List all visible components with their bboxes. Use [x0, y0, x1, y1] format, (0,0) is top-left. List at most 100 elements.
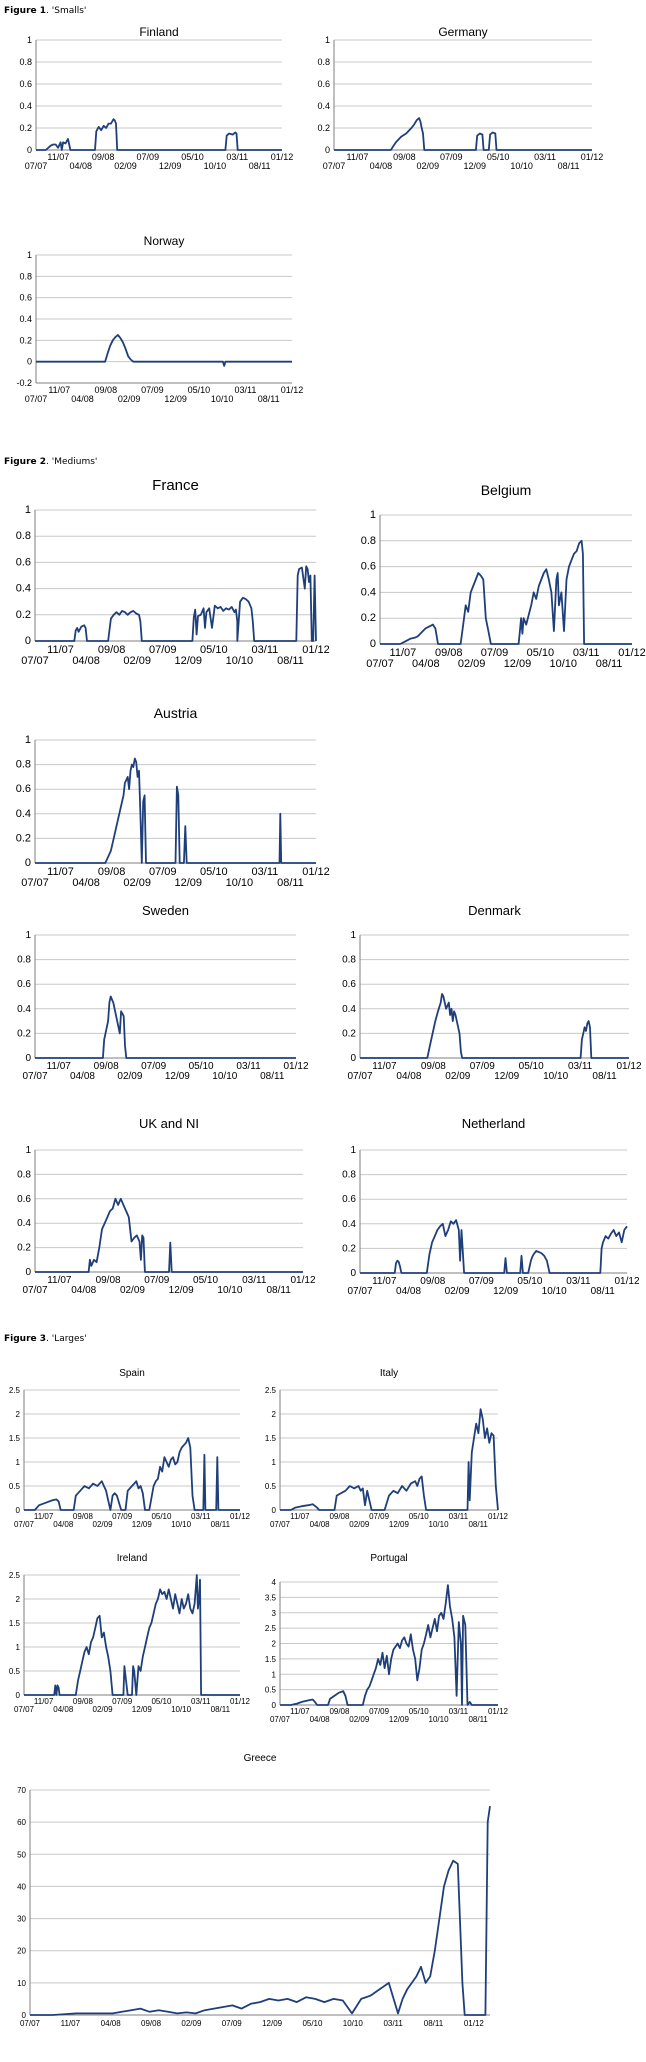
y-tick-label: 3.5 [265, 1593, 277, 1602]
x-tick-label-lower: 10/10 [429, 1715, 450, 1724]
y-tick-label: 0.6 [19, 293, 32, 303]
y-tick-label: 0.4 [16, 808, 31, 820]
x-tick-label-upper: 05/10 [200, 866, 228, 878]
x-tick-label: 08/11 [424, 2019, 444, 2028]
x-tick-label-lower: 04/08 [396, 1071, 421, 1082]
x-tick-label: 07/07 [20, 2019, 41, 2028]
x-tick-label-lower: 10/10 [171, 1705, 192, 1714]
figure-caption-2: Figure 2. 'Mediums' [4, 457, 98, 467]
x-tick-label-lower: 07/07 [21, 655, 49, 667]
figure-title: 'Smalls' [51, 6, 87, 16]
x-tick-label-upper: 11/07 [47, 866, 74, 878]
x-tick-label-upper: 05/10 [151, 1697, 172, 1706]
chart-title: Netherland [462, 1116, 526, 1131]
figure-caption-3: Figure 3. 'Larges' [4, 1334, 87, 1344]
y-tick-label: 2.5 [265, 1624, 277, 1633]
figure-label: Figure 3 [4, 1334, 47, 1344]
x-tick-label-upper: 03/11 [191, 1697, 211, 1706]
y-tick-label: 0.6 [17, 979, 31, 990]
series-line [35, 995, 296, 1059]
x-tick-label-lower: 10/10 [211, 394, 234, 404]
y-tick-label: 1 [25, 1145, 31, 1156]
series-line [360, 1219, 628, 1274]
x-tick-label-lower: 04/08 [69, 161, 92, 171]
x-tick-label: 01/12 [464, 2019, 485, 2028]
x-tick-label-upper: 05/10 [519, 1061, 544, 1072]
x-tick-label-lower: 04/08 [310, 1715, 331, 1724]
y-tick-label: 1 [16, 1458, 21, 1467]
y-tick-label: 2 [16, 1410, 21, 1419]
x-tick-label-lower: 10/10 [542, 1286, 567, 1297]
x-tick-label-lower: 12/09 [165, 1071, 190, 1082]
y-tick-label: 1 [25, 504, 31, 516]
chart-title: Denmark [468, 903, 521, 918]
y-tick-label: 40 [17, 1882, 26, 1891]
x-tick-label-upper: 07/09 [470, 1061, 495, 1072]
y-tick-label: 0 [272, 1506, 277, 1515]
y-tick-label: -0.2 [16, 378, 32, 388]
y-tick-label: 0.6 [342, 1194, 356, 1205]
figure-title: 'Larges' [51, 1334, 87, 1344]
x-tick-label-upper: 03/11 [242, 1275, 267, 1286]
y-tick-label: 0 [25, 1053, 31, 1064]
x-tick-label-lower: 07/07 [270, 1715, 291, 1724]
x-tick-label-lower: 08/11 [211, 1520, 231, 1529]
x-tick-label-upper: 03/11 [252, 644, 279, 656]
x-tick-label-upper: 09/08 [73, 1697, 94, 1706]
y-tick-label: 0.4 [17, 1004, 31, 1015]
y-tick-label: 0.8 [317, 57, 330, 67]
y-tick-label: 0.8 [17, 955, 31, 966]
y-tick-label: 1.5 [265, 1434, 277, 1443]
x-tick-label-lower: 12/09 [132, 1705, 153, 1714]
series-line [30, 1805, 491, 2016]
y-tick-label: 1 [16, 1643, 21, 1652]
x-tick-label-lower: 12/09 [389, 1520, 410, 1529]
x-tick-label-lower: 12/09 [389, 1715, 410, 1724]
x-tick-label-upper: 09/08 [329, 1512, 350, 1521]
x-tick-label-upper: 01/12 [271, 152, 294, 162]
x-tick-label-upper: 09/08 [420, 1276, 445, 1287]
x-tick-label-lower: 02/09 [120, 1285, 145, 1296]
x-tick-label-lower: 02/09 [118, 394, 141, 404]
x-tick-label-upper: 11/07 [47, 644, 74, 656]
y-tick-label: 0.6 [342, 979, 356, 990]
x-tick-label-upper: 03/11 [449, 1512, 469, 1521]
x-tick-label-lower: 08/11 [596, 658, 623, 670]
figure-label: Figure 2 [4, 457, 47, 467]
x-tick-label-lower: 10/10 [510, 161, 533, 171]
x-tick-label-upper: 01/12 [302, 644, 330, 656]
x-tick-label-lower: 08/11 [266, 1285, 291, 1296]
x-tick-label-lower: 04/08 [370, 161, 393, 171]
x-tick-label-lower: 02/09 [349, 1520, 370, 1529]
x-tick-label-upper: 01/12 [230, 1512, 251, 1521]
x-tick-label-upper: 07/09 [149, 866, 177, 878]
x-tick-label-upper: 01/12 [281, 385, 304, 395]
x-tick-label-upper: 05/10 [188, 385, 211, 395]
y-tick-label: 0.2 [17, 1243, 31, 1254]
y-tick-label: 0.4 [19, 101, 32, 111]
x-tick-label-upper: 11/07 [290, 1707, 310, 1716]
y-tick-label: 0 [16, 1691, 21, 1700]
chart-title: Ireland [117, 1553, 148, 1564]
chart-title: Spain [119, 1368, 145, 1379]
x-tick-label-upper: 09/08 [94, 1061, 119, 1072]
x-tick-label-upper: 05/10 [151, 1512, 172, 1521]
y-tick-label: 0.5 [9, 1667, 21, 1676]
x-tick-label: 02/09 [181, 2019, 202, 2028]
y-tick-label: 4 [272, 1578, 277, 1587]
x-tick-label-lower: 10/10 [226, 655, 254, 667]
x-tick-label-upper: 05/10 [200, 644, 228, 656]
x-tick-label-lower: 10/10 [226, 877, 254, 889]
x-tick-label-lower: 07/07 [270, 1520, 291, 1529]
y-tick-label: 0.8 [19, 271, 32, 281]
x-tick-label-upper: 01/12 [488, 1707, 509, 1716]
x-tick-label-lower: 08/11 [468, 1715, 488, 1724]
y-tick-label: 0.2 [19, 335, 32, 345]
